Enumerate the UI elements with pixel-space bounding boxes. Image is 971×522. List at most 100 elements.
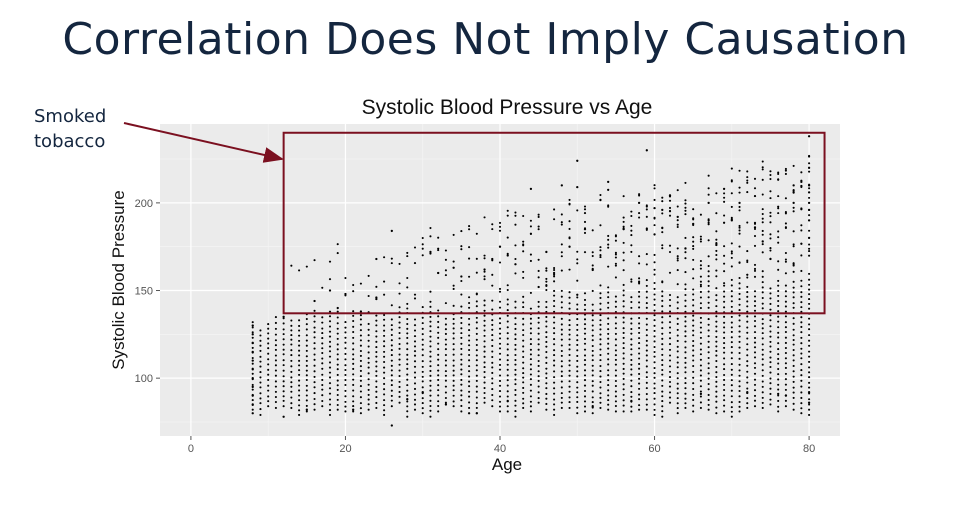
data-point	[537, 338, 540, 341]
data-point	[568, 390, 571, 393]
data-points	[251, 135, 811, 427]
data-point	[684, 397, 687, 400]
data-point	[730, 256, 733, 259]
data-point	[784, 383, 787, 386]
data-point	[800, 180, 803, 183]
data-point	[553, 364, 556, 367]
data-point	[483, 329, 486, 332]
data-point	[429, 409, 432, 412]
data-point	[668, 365, 672, 368]
data-point	[421, 348, 424, 351]
data-point	[406, 378, 409, 381]
data-point	[274, 354, 277, 357]
data-point	[707, 174, 710, 177]
data-point	[761, 240, 764, 243]
data-point	[730, 368, 733, 371]
data-point	[808, 283, 811, 286]
data-point	[553, 359, 556, 362]
data-point	[738, 352, 741, 355]
data-point	[468, 380, 471, 383]
data-point	[282, 399, 285, 402]
data-point	[614, 369, 617, 372]
data-point	[282, 385, 285, 388]
data-point	[576, 303, 579, 306]
data-point	[645, 365, 648, 368]
data-point	[792, 270, 795, 273]
data-point	[607, 291, 610, 294]
data-point	[344, 352, 347, 355]
data-point	[607, 317, 610, 320]
data-point	[398, 347, 401, 350]
data-point	[460, 373, 463, 376]
data-point	[251, 385, 254, 389]
data-point	[792, 364, 795, 367]
data-point	[630, 327, 633, 331]
data-point	[259, 402, 262, 405]
data-point	[383, 340, 386, 343]
data-point	[715, 275, 718, 278]
data-point	[792, 391, 795, 394]
data-point	[684, 305, 687, 308]
data-point	[653, 309, 656, 312]
data-point	[514, 410, 517, 413]
data-point	[715, 325, 718, 328]
data-point	[661, 353, 664, 356]
data-point	[769, 211, 772, 214]
data-point	[668, 376, 672, 379]
data-point	[730, 205, 733, 208]
data-point	[429, 399, 432, 402]
data-point	[583, 323, 587, 326]
data-point	[622, 362, 625, 365]
data-point	[290, 376, 293, 379]
data-point	[545, 320, 548, 323]
data-point	[313, 342, 316, 345]
data-point	[576, 334, 579, 337]
data-point	[560, 306, 563, 309]
data-point	[344, 379, 347, 382]
data-point	[614, 349, 617, 352]
data-point	[599, 284, 602, 287]
data-point	[529, 253, 532, 256]
data-point	[699, 358, 702, 361]
data-point	[707, 193, 710, 196]
data-point	[321, 337, 324, 340]
data-point	[568, 333, 571, 336]
data-point	[553, 294, 556, 297]
data-point	[367, 351, 370, 354]
data-point	[746, 364, 749, 367]
data-point	[267, 368, 270, 371]
data-point	[692, 298, 695, 301]
data-point	[707, 284, 710, 287]
data-point	[692, 236, 695, 239]
data-point	[421, 412, 424, 415]
data-point	[753, 234, 757, 238]
data-point	[321, 378, 324, 382]
data-point	[267, 373, 270, 376]
data-point	[676, 328, 679, 331]
data-point	[305, 334, 308, 337]
data-point	[274, 348, 277, 351]
data-point	[692, 268, 695, 271]
data-point	[429, 350, 432, 353]
data-point	[792, 184, 795, 187]
data-point	[630, 250, 633, 253]
data-point	[792, 386, 795, 389]
data-point	[684, 392, 687, 395]
data-point	[622, 216, 625, 219]
data-point	[413, 350, 417, 353]
data-point	[406, 322, 409, 326]
data-point	[738, 314, 741, 317]
data-point	[692, 404, 695, 407]
data-point	[769, 314, 772, 317]
data-point	[537, 258, 540, 261]
data-point	[699, 307, 702, 310]
data-point	[298, 334, 301, 337]
data-point	[607, 342, 610, 345]
data-point	[730, 346, 733, 349]
data-point	[460, 347, 463, 350]
data-point	[607, 337, 610, 340]
data-point	[638, 212, 641, 215]
data-point	[583, 337, 587, 341]
data-point	[591, 359, 594, 362]
